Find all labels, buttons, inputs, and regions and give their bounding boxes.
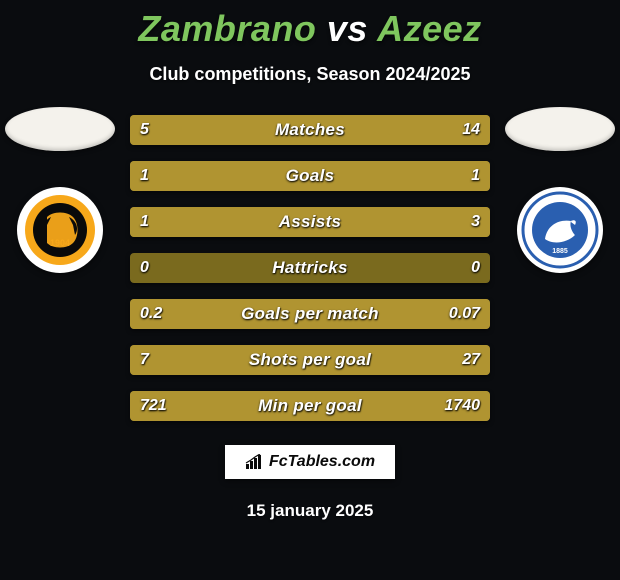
subtitle: Club competitions, Season 2024/2025 xyxy=(0,64,620,85)
right-crest-svg: 1885 xyxy=(517,187,603,273)
stat-row: 00Hattricks xyxy=(130,253,490,283)
right-club-crest: 1885 xyxy=(517,187,603,273)
stat-label: Matches xyxy=(130,115,490,145)
left-club-crest: 1904 xyxy=(17,187,103,273)
left-team-column: 1904 xyxy=(0,107,120,273)
left-country-flag xyxy=(5,107,115,151)
left-crest-year: 1904 xyxy=(50,238,70,248)
stat-label: Min per goal xyxy=(130,391,490,421)
stat-label: Goals per match xyxy=(130,299,490,329)
header: Zambrano vs Azeez Club competitions, Sea… xyxy=(0,0,620,85)
title: Zambrano vs Azeez xyxy=(0,8,620,50)
title-player2: Azeez xyxy=(377,8,482,49)
stat-row: 727Shots per goal xyxy=(130,345,490,375)
title-player1: Zambrano xyxy=(138,8,316,49)
stat-row: 7211740Min per goal xyxy=(130,391,490,421)
stat-label: Goals xyxy=(130,161,490,191)
stat-label: Assists xyxy=(130,207,490,237)
stat-row: 514Matches xyxy=(130,115,490,145)
logo-chart-icon xyxy=(245,454,265,470)
left-crest-svg: 1904 xyxy=(17,187,103,273)
stat-bars: 514Matches 11Goals 13Assists 00Hattricks 0.2… xyxy=(130,115,490,437)
stat-row: 11Goals xyxy=(130,161,490,191)
footer: FcTables.com 15 january 2025 xyxy=(0,445,620,521)
stat-label: Hattricks xyxy=(130,253,490,283)
stat-label: Shots per goal xyxy=(130,345,490,375)
right-crest-year: 1885 xyxy=(552,248,568,255)
date-text: 15 january 2025 xyxy=(0,501,620,521)
comparison-card: Zambrano vs Azeez Club competitions, Sea… xyxy=(0,0,620,580)
fctables-logo: FcTables.com xyxy=(225,445,395,479)
title-vs: vs xyxy=(327,8,368,49)
logo-text: FcTables.com xyxy=(269,453,375,471)
right-team-column: 1885 xyxy=(500,107,620,273)
stat-row: 13Assists xyxy=(130,207,490,237)
stat-row: 0.20.07Goals per match xyxy=(130,299,490,329)
content: 1904 1885 514Matches 11Goals 13Assists 00Ha… xyxy=(0,107,620,427)
right-country-flag xyxy=(505,107,615,151)
